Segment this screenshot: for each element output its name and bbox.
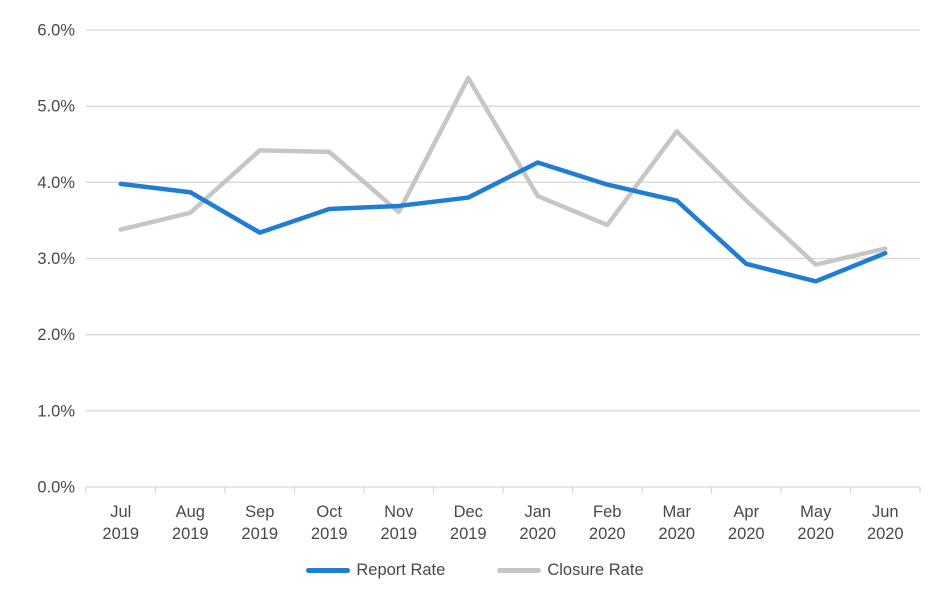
- y-axis-label: 4.0%: [37, 174, 75, 192]
- report-rate-line: [118, 160, 888, 284]
- y-axis-label: 1.0%: [37, 402, 75, 420]
- x-axis-label: Nov 2019: [380, 503, 417, 543]
- report-rate-line-swatch: [306, 567, 351, 573]
- chart-legend: Report Rate Closure Rate: [0, 556, 950, 584]
- gridlines: [86, 29, 920, 488]
- x-axis-label: May 2020: [797, 503, 834, 543]
- legend-label-report-rate: Report Rate: [356, 560, 446, 579]
- y-axis-label: 5.0%: [37, 98, 75, 116]
- line-chart: 0.0% 1.0% 2.0% 3.0% 4.0% 5.0% 6.0% Jul 2019 Aug 2…: [37, 22, 921, 543]
- y-axis-labels: 0.0% 1.0% 2.0% 3.0% 4.0% 5.0% 6.0%: [37, 22, 75, 497]
- series-lines: [118, 75, 888, 284]
- x-axis-label: Dec 2019: [450, 503, 487, 543]
- x-axis-label: Jan 2020: [519, 503, 556, 543]
- x-axis-label: Mar 2020: [658, 503, 695, 543]
- legend-item-report-rate: Report Rate: [306, 561, 445, 580]
- x-axis-label: Jun 2020: [867, 503, 904, 543]
- y-axis-label: 3.0%: [37, 250, 75, 268]
- closure-rate-line-swatch: [497, 567, 542, 573]
- closure-rate-line: [118, 75, 888, 267]
- x-axis-ticks: [85, 487, 921, 494]
- y-axis-label: 6.0%: [37, 22, 75, 40]
- legend-item-closure-rate: Closure Rate: [497, 560, 644, 580]
- legend-label-closure-rate: Closure Rate: [547, 560, 644, 579]
- x-axis-label: Oct 2019: [311, 503, 348, 543]
- x-axis-label: Feb 2020: [589, 503, 626, 543]
- x-axis-labels: Jul 2019 Aug 2019 Sep 2019 Oct 2019 Nov 2019 Dec 20…: [102, 503, 903, 543]
- x-axis-label: Sep 2019: [241, 503, 278, 543]
- x-axis-label: Jul 2019: [102, 503, 139, 543]
- x-axis-label: Aug 2019: [172, 503, 209, 543]
- y-axis-label: 2.0%: [37, 326, 75, 344]
- x-axis-label: Apr 2020: [728, 503, 765, 543]
- y-axis-label: 0.0%: [37, 479, 75, 497]
